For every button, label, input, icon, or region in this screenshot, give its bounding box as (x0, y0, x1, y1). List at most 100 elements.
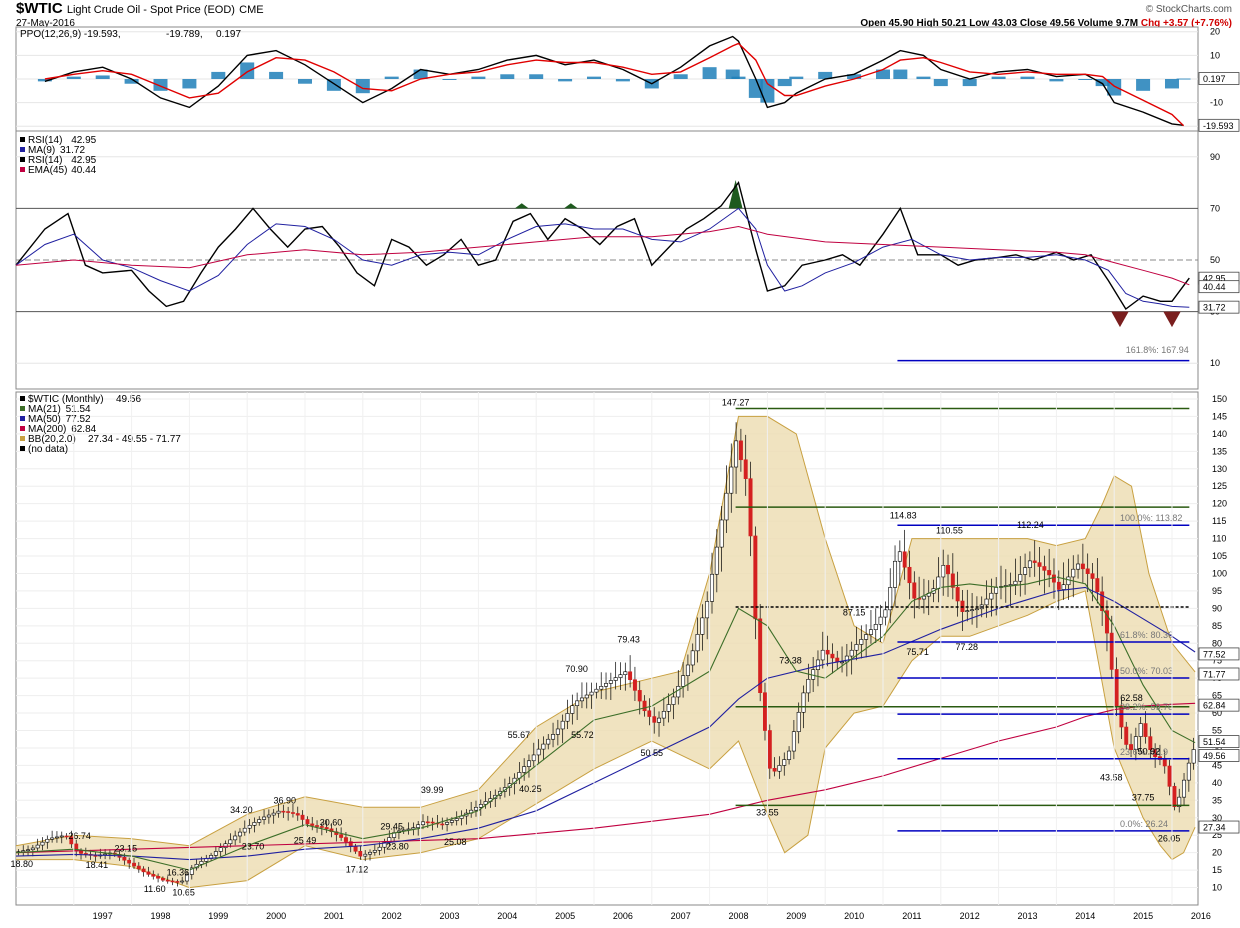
rsi-line-1 (15, 207, 1190, 308)
price-tick-3: 135 (1212, 446, 1227, 456)
candle-body-148 (729, 466, 734, 494)
candle-body-137 (676, 686, 681, 698)
ppo-hist-bar-13 (413, 69, 428, 79)
candle-body-91 (454, 818, 459, 821)
watermark: © StockCharts.com (1145, 4, 1232, 15)
x-tick-13: 2010 (844, 911, 864, 921)
ppo-right-label-ppo-box (1198, 118, 1240, 132)
price-annotation-24: 30.60 (320, 818, 343, 828)
candle-body-149 (734, 440, 739, 468)
candle-body-136 (671, 696, 676, 705)
price-annotation-5: 73.38 (779, 655, 802, 665)
x-tick-18: 2015 (1133, 911, 1153, 921)
candle-body-70 (353, 846, 358, 852)
price-tick-26: 20 (1212, 848, 1222, 858)
price-tick-22: 40 (1212, 778, 1222, 788)
quote-values: Open 45.90 High 50.21 Low 43.03 Close 49… (860, 18, 1141, 29)
rsi-right-label-rsi: 42.95 (1203, 274, 1226, 284)
candle-body-198 (970, 609, 975, 612)
candle-body-242 (1182, 779, 1187, 798)
candle-body-97 (483, 801, 488, 805)
candle-body-244 (1191, 749, 1196, 764)
candle-body-54 (276, 810, 281, 814)
price-tick-4: 130 (1212, 464, 1227, 474)
candle-body-11 (69, 836, 74, 845)
candle-body-53 (271, 812, 276, 816)
candle-body-30 (160, 877, 165, 881)
price-annotation-11: 37.75 (1132, 793, 1155, 803)
candle-body-202 (989, 592, 994, 600)
price-tick-6: 120 (1212, 499, 1227, 509)
ppo-hist-bar-28 (777, 79, 792, 87)
candle-body-195 (955, 587, 960, 602)
price-frame (15, 391, 1199, 906)
candle-body-227 (1109, 632, 1114, 670)
candle-body-1 (21, 850, 26, 853)
candle-body-126 (623, 671, 628, 675)
rsi-legend-value-0: 42.95 (71, 135, 96, 146)
price-annotation-36: 18.80 (11, 859, 34, 869)
rsi-legend-value-1: 31.72 (60, 145, 85, 156)
candle-body-120 (594, 688, 599, 693)
candle-body-123 (608, 680, 613, 684)
ppo-hist-bar-43 (1136, 79, 1151, 91)
rsi-overbought-area-0 (514, 203, 529, 209)
ppo-hist-bar-2 (95, 75, 110, 79)
candle-body-222 (1085, 568, 1090, 574)
ppo-hist-bar-6 (211, 71, 226, 79)
price-legend-name-5: (no data) (28, 444, 68, 455)
candle-body-209 (1023, 567, 1028, 575)
ppo-tick-1: 10 (1210, 50, 1220, 60)
rsi-tick-4: 10 (1210, 358, 1220, 368)
candle-body-169 (830, 653, 835, 659)
candle-body-146 (719, 519, 724, 548)
candle-body-67 (339, 834, 344, 838)
price-tick-15: 75 (1212, 656, 1222, 666)
candle-body-108 (536, 748, 541, 756)
price-tick-21: 45 (1212, 760, 1222, 770)
ppo-hist-bar-31 (847, 74, 862, 79)
rsi-legend-swatch-0 (20, 137, 25, 142)
candle-body-135 (666, 704, 671, 712)
candle-body-49 (252, 822, 257, 826)
rsi-legend-name-2: RSI(14) (28, 155, 62, 166)
candle-body-230 (1124, 726, 1129, 745)
x-tick-7: 2004 (497, 911, 517, 921)
ppo-hist-bar-1 (66, 76, 81, 79)
candle-body-10 (64, 835, 69, 838)
candle-body-2 (26, 849, 31, 852)
price-annotation-29: 17.12 (346, 865, 369, 875)
price-fib-label-0: 100.0%: 113.82 (1120, 513, 1182, 523)
price-annotation-19: 40.25 (519, 784, 542, 794)
candle-body-76 (382, 842, 387, 848)
candle-body-45 (233, 835, 238, 841)
exchange: CME (239, 4, 264, 16)
candle-body-140 (690, 650, 695, 666)
ppo-hist-bar-16 (500, 74, 515, 79)
ppo-hist-bar-41 (1095, 79, 1110, 87)
candle-body-193 (946, 565, 950, 575)
rsi-legend-name-0: RSI(14) (28, 135, 62, 146)
candle-body-23 (127, 859, 132, 864)
candle-body-62 (315, 825, 320, 827)
price-annotation-1: 114.83 (890, 511, 917, 521)
candle-body-61 (310, 823, 315, 826)
instrument-name: Light Crude Oil - Spot Price (EOD) (66, 4, 235, 16)
price-fib-label-5: 0.0%: 26.24 (1120, 819, 1168, 829)
price-tick-27: 15 (1212, 865, 1222, 875)
candle-body-236 (1153, 749, 1158, 757)
candle-body-175 (859, 639, 864, 645)
candle-body-5 (40, 841, 45, 846)
candle-body-4 (35, 844, 40, 849)
price-annotation-12: 26.05 (1158, 834, 1181, 844)
price-annotation-17: 55.72 (571, 730, 594, 740)
rsi-oversold-area-0 (1111, 311, 1129, 328)
price-panel: 150 145 140 135 130 125 120 115 110 105 100 95 90 85 8… (11, 391, 1240, 906)
candle-body-7 (50, 837, 55, 840)
candle-body-219 (1071, 568, 1076, 578)
rsi-line-2 (15, 225, 1190, 286)
rsi-tick-2: 50 (1210, 255, 1220, 265)
bollinger-lower-line (16, 590, 1196, 889)
candle-body-160 (787, 750, 792, 760)
candle-body-128 (632, 679, 637, 691)
